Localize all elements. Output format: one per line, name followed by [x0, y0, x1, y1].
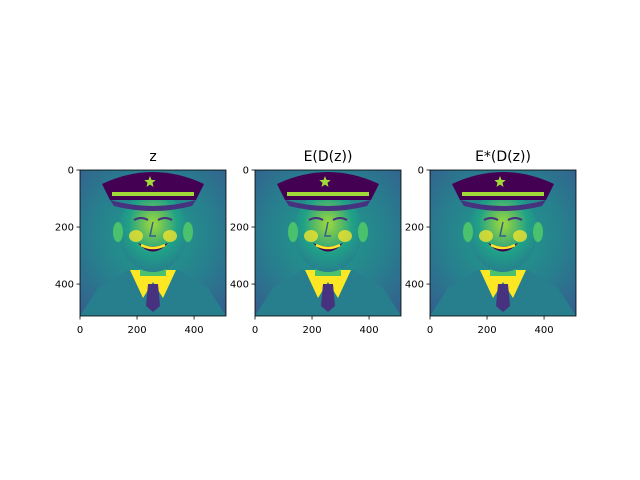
tie-shape — [146, 284, 160, 312]
face-shape — [294, 192, 362, 272]
cap-star-badge — [144, 176, 156, 187]
face-shape — [469, 192, 537, 272]
y-tick-label: 0 — [68, 166, 74, 177]
y-tick-label: 400 — [405, 280, 424, 291]
collar-shape — [130, 270, 176, 298]
teeth-shape — [315, 243, 341, 250]
y-tick-label: 200 — [55, 223, 74, 234]
heatmap-image — [80, 170, 226, 316]
ear-shape — [288, 222, 298, 242]
x-tick-label: 200 — [477, 325, 496, 336]
ear-shape — [183, 222, 193, 242]
y-tick-label: 0 — [418, 166, 424, 177]
eye-shape — [157, 217, 173, 221]
cheek-highlight — [129, 230, 143, 242]
teeth-shape — [490, 243, 516, 250]
panel-title: E*(D(z)) — [475, 149, 531, 165]
cap-visor — [110, 200, 196, 211]
collar-shape — [480, 270, 526, 298]
cheek-highlight — [163, 230, 177, 242]
collar-shape — [305, 270, 351, 298]
face-shape — [119, 192, 187, 272]
y-tick-label: 0 — [243, 166, 249, 177]
ear-shape — [533, 222, 543, 242]
nose-shape — [149, 221, 156, 237]
axes-frame — [79, 169, 227, 317]
cheek-highlight — [304, 230, 318, 242]
cap-star-badge — [494, 176, 506, 187]
ear-shape — [358, 222, 368, 242]
axes-frame — [254, 169, 402, 317]
teeth-shape — [140, 243, 166, 250]
cap-visor — [460, 200, 546, 211]
cap-star-badge — [319, 176, 331, 187]
x-tick-label: 400 — [535, 325, 554, 336]
cap-band — [462, 192, 544, 196]
ear-shape — [113, 222, 123, 242]
y-tick-label: 200 — [230, 223, 249, 234]
y-tick-label: 400 — [230, 280, 249, 291]
x-tick-label: 0 — [252, 325, 258, 336]
x-tick-label: 400 — [360, 325, 379, 336]
ear-shape — [463, 222, 473, 242]
eye-shape — [308, 217, 324, 221]
panel-title: z — [149, 149, 156, 165]
heatmap-image — [255, 170, 401, 316]
y-tick-label: 200 — [405, 223, 424, 234]
tie-shape — [496, 284, 510, 312]
cheek-highlight — [479, 230, 493, 242]
axes-frame — [429, 169, 577, 317]
cheek-highlight — [338, 230, 352, 242]
y-tick-label: 400 — [55, 280, 74, 291]
cap-visor — [285, 200, 371, 211]
panel-2: E(D(z)) 0 200 400 0 200 400 — [230, 149, 402, 336]
tie-shape — [321, 284, 335, 312]
nose-shape — [324, 221, 331, 237]
x-tick-label: 0 — [77, 325, 83, 336]
eye-shape — [332, 217, 348, 221]
cheek-highlight — [513, 230, 527, 242]
x-tick-label: 200 — [302, 325, 321, 336]
panel-1: z 0 200 400 0 200 400 — [55, 149, 227, 336]
eye-shape — [507, 217, 523, 221]
cap-band — [112, 192, 194, 196]
x-tick-label: 0 — [427, 325, 433, 336]
x-tick-label: 400 — [185, 325, 204, 336]
x-tick-label: 200 — [127, 325, 146, 336]
eye-shape — [133, 217, 149, 221]
heatmap-image — [430, 170, 576, 316]
panel-title: E(D(z)) — [304, 149, 353, 165]
nose-shape — [499, 221, 506, 237]
cap-band — [287, 192, 369, 196]
eye-shape — [483, 217, 499, 221]
panel-3: E*(D(z)) 0 200 400 0 200 400 — [405, 149, 577, 336]
